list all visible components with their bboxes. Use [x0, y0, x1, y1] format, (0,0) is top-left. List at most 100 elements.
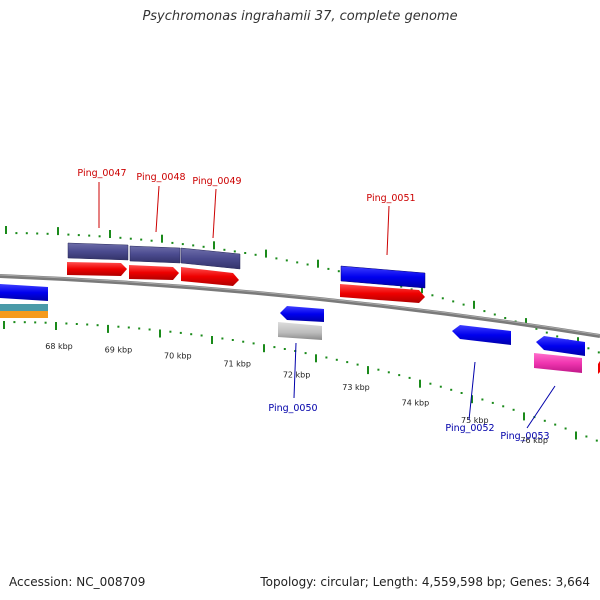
minor-tick: [556, 335, 559, 338]
feature-track: [0, 242, 600, 374]
minor-tick: [398, 374, 401, 377]
minor-tick: [452, 300, 455, 303]
minor-tick: [242, 340, 245, 343]
minor-tick: [431, 294, 434, 297]
scale-label: 71 kbp: [223, 360, 251, 369]
major-tick: [213, 241, 215, 250]
cds-arrow-ping-0051[interactable]: [340, 284, 425, 303]
minor-tick: [462, 303, 465, 306]
cds-arrow-ping-0049[interactable]: [181, 267, 239, 286]
gene-label-ping-0049[interactable]: Ping_0049: [192, 176, 241, 187]
minor-tick: [337, 270, 340, 273]
minor-tick: [140, 238, 143, 241]
genome-backbone: [0, 274, 600, 338]
minor-tick: [502, 405, 505, 408]
cds-arrow-ping-0047[interactable]: [67, 262, 127, 276]
teal-feature-left-edge[interactable]: [0, 304, 48, 311]
minor-tick: [129, 237, 132, 240]
minor-tick: [543, 419, 546, 422]
major-tick: [161, 234, 163, 243]
minor-tick: [512, 408, 515, 411]
pseudo-bar-ping-0050[interactable]: [278, 322, 322, 340]
cds-arrow-ping-0053[interactable]: [536, 336, 585, 356]
minor-tick: [244, 252, 247, 254]
minor-tick: [34, 321, 37, 324]
minor-tick: [387, 371, 390, 374]
minor-tick: [377, 368, 380, 371]
major-tick: [367, 366, 369, 375]
scale-labels: 68 kbp 69 kbp 70 kbp 71 kbp 72 kbp 73 kbp 74 k…: [45, 342, 548, 445]
minor-tick: [25, 232, 28, 235]
minor-tick: [23, 321, 26, 324]
minor-tick: [410, 288, 413, 291]
minor-tick: [481, 398, 484, 401]
gene-bar-ping-0048[interactable]: [129, 245, 181, 264]
major-tick: [473, 300, 475, 309]
major-tick: [57, 227, 59, 236]
minor-tick: [86, 323, 89, 326]
minor-tick: [77, 234, 80, 237]
cds-arrow-ping-0048[interactable]: [129, 265, 179, 280]
minor-tick: [283, 348, 286, 350]
minor-tick: [327, 267, 330, 270]
cds-arrow-left-edge[interactable]: [0, 284, 48, 301]
scale-label: 70 kbp: [164, 352, 192, 361]
minor-tick: [483, 310, 486, 313]
scale-label: 68 kbp: [45, 342, 73, 351]
minor-tick: [150, 239, 153, 242]
cds-arrow-ping-0050[interactable]: [280, 306, 324, 322]
minor-tick: [325, 356, 328, 359]
minor-tick: [119, 236, 122, 239]
gene-label-ping-0047[interactable]: Ping_0047: [77, 168, 126, 179]
map-title: Psychromonas ingrahamii 37, complete gen…: [142, 9, 458, 24]
minor-tick: [504, 317, 507, 319]
minor-tick: [67, 233, 70, 236]
major-tick: [211, 336, 213, 344]
major-tick: [55, 322, 57, 330]
cds-arrow-ping-0052[interactable]: [452, 325, 511, 345]
minor-tick: [200, 334, 203, 337]
major-tick: [109, 230, 111, 238]
minor-tick: [88, 234, 91, 237]
minor-tick: [15, 232, 18, 235]
minor-tick: [117, 325, 120, 328]
major-tick: [419, 379, 421, 388]
gene-label-ping-0048[interactable]: Ping_0048: [136, 172, 185, 183]
minor-tick: [171, 241, 174, 244]
minor-tick: [554, 423, 557, 426]
major-tick: [315, 354, 317, 363]
minor-tick: [148, 328, 151, 331]
orange-feature-left-edge[interactable]: [0, 311, 48, 318]
scale-label: 74 kbp: [402, 399, 430, 408]
minor-tick: [491, 401, 494, 404]
minor-tick: [304, 352, 307, 355]
minor-tick: [493, 313, 496, 316]
rna-bar-ping-0053[interactable]: [534, 353, 582, 373]
minor-tick: [429, 382, 432, 385]
minor-tick: [138, 327, 141, 330]
gene-label-ping-0052[interactable]: Ping_0052: [445, 423, 494, 434]
gene-label-ping-0050[interactable]: Ping_0050: [268, 403, 317, 414]
minor-tick: [335, 358, 338, 361]
major-tick: [107, 324, 109, 333]
minor-tick: [44, 321, 47, 324]
major-tick: [523, 412, 525, 421]
minor-tick: [439, 385, 442, 388]
major-tick: [317, 259, 319, 268]
minor-tick: [127, 326, 130, 329]
minor-tick: [231, 339, 234, 341]
minor-tick: [223, 248, 226, 251]
minor-tick: [181, 243, 184, 246]
minor-tick: [585, 435, 588, 438]
major-tick: [263, 344, 265, 353]
gene-bar-ping-0051[interactable]: [340, 265, 426, 289]
gene-bar-ping-0047[interactable]: [67, 242, 129, 261]
scale-label: 73 kbp: [342, 383, 370, 392]
minor-tick: [252, 342, 255, 345]
minor-tick: [296, 261, 299, 264]
gene-label-ping-0051[interactable]: Ping_0051: [366, 193, 415, 204]
minor-tick: [233, 250, 236, 253]
minor-tick: [190, 333, 193, 336]
gene-label-ping-0053[interactable]: Ping_0053: [500, 431, 549, 442]
gene-bar-ping-0049[interactable]: [180, 247, 241, 270]
